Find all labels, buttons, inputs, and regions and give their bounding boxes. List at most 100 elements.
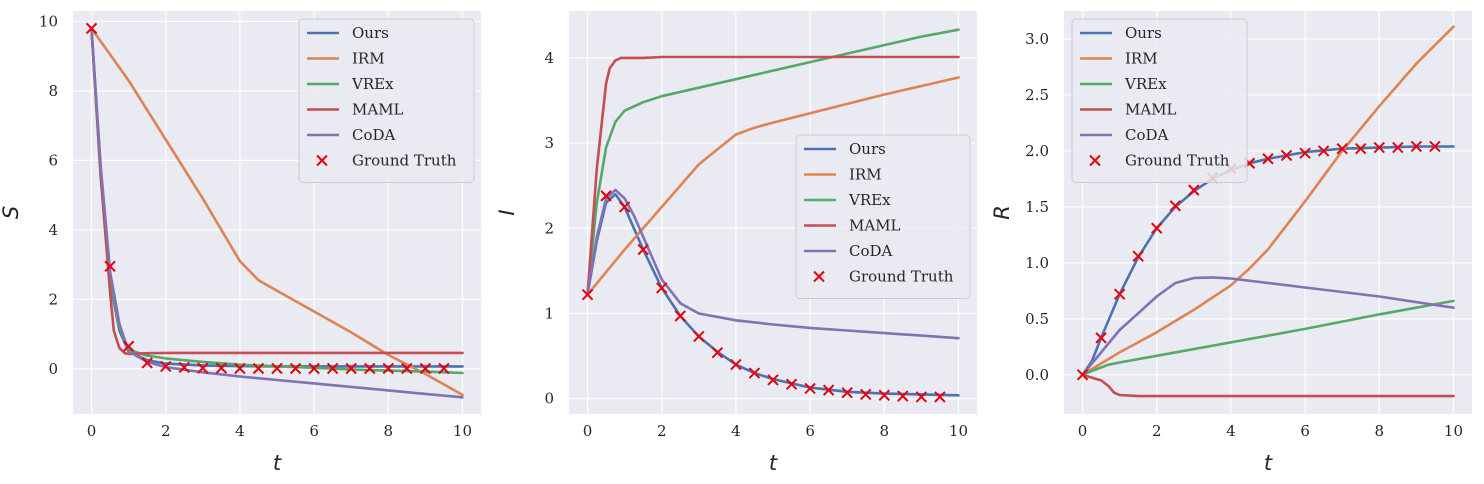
ground-truth-marker: [693, 330, 705, 343]
ground-truth-marker: [215, 362, 228, 374]
y-axis-label: S: [0, 206, 23, 219]
ground-truth-marker: [1151, 222, 1163, 234]
ground-truth-marker: [197, 362, 209, 374]
x-axis: 0 2 4 6 8 10 t: [1078, 11, 1463, 475]
legend: Ours IRM VREx MAML CoDA Ground Truth: [298, 18, 475, 183]
ground-truth-marker: [711, 346, 724, 359]
ground-truth-marker: [252, 362, 265, 375]
x-tick-label: 2: [1152, 422, 1162, 440]
ground-truth-marker: [748, 367, 761, 379]
legend-label-ground-truth: Ground Truth: [352, 152, 457, 170]
legend: Ours IRM VREx MAML CoDA Ground Truth: [795, 134, 971, 299]
y-tick-label: 10: [39, 12, 58, 30]
series-line-coda: [90, 27, 464, 399]
ground-truth-marker: [767, 374, 779, 386]
legend-label-ours: Ours: [352, 24, 389, 42]
y-tick-label: 6: [48, 151, 58, 169]
ground-truth-marker: [1336, 142, 1348, 155]
y-axis-label: R: [990, 205, 1014, 220]
legend-label-ground-truth: Ground Truth: [849, 268, 954, 286]
ground-truth-marker: [345, 362, 357, 375]
ground-truth-marker: [1410, 140, 1423, 153]
ground-truth-marker: [438, 362, 450, 375]
y-tick-label: 4: [544, 49, 554, 67]
y-tick-label: 0: [48, 360, 58, 378]
ground-truth-marker: [841, 386, 853, 399]
legend-label-maml: MAML: [849, 217, 901, 235]
y-tick-label: 0.5: [1025, 310, 1049, 328]
ground-truth-marker: [915, 391, 928, 403]
ground-truth-marker: [1373, 141, 1385, 154]
ground-truth-marker: [234, 362, 246, 375]
legend-marker-ground-truth: [813, 270, 825, 283]
series-line-maml: [586, 55, 960, 297]
legend-label-irm: IRM: [352, 50, 385, 68]
legend-label-vrex: VREx: [848, 191, 891, 209]
y-tick-label: 0: [544, 390, 554, 408]
series-ground-truth: [85, 22, 450, 375]
ground-truth-marker: [1132, 250, 1144, 262]
ground-truth-marker: [581, 289, 594, 301]
ground-truth-marker: [308, 362, 320, 375]
ground-truth-marker: [85, 22, 98, 35]
ground-truth-marker: [674, 310, 686, 322]
y-tick-label: 2: [48, 290, 58, 308]
series-group: [581, 28, 960, 403]
series-line-irm: [586, 76, 960, 297]
x-tick-label: 6: [805, 422, 815, 440]
y-tick-label: 2: [544, 219, 554, 237]
x-axis-label: t: [1264, 451, 1273, 475]
ground-truth-marker: [326, 362, 339, 375]
legend-label-maml: MAML: [1125, 101, 1177, 119]
series-line-coda: [1081, 276, 1455, 377]
legend-box: [795, 134, 971, 299]
x-tick-label: 8: [383, 422, 393, 440]
ground-truth-marker: [730, 358, 742, 371]
x-tick-label: 6: [309, 422, 319, 440]
legend-marker-ground-truth: [1089, 154, 1101, 167]
ground-truth-marker: [271, 362, 283, 375]
ground-truth-marker: [178, 361, 190, 374]
legend-label-ours: Ours: [1125, 24, 1162, 42]
series-line-vrex: [586, 28, 960, 297]
x-tick-label: 8: [879, 422, 889, 440]
legend-box: [298, 18, 475, 183]
legend-label-irm: IRM: [1125, 50, 1158, 68]
series-group: [85, 22, 464, 399]
ground-truth-marker: [1169, 200, 1181, 212]
ground-truth-marker: [122, 340, 135, 352]
y-axis-label: I: [495, 209, 519, 215]
y-tick-label: 4: [48, 221, 58, 239]
legend-label-coda: CoDA: [352, 126, 396, 144]
ground-truth-marker: [804, 382, 816, 395]
ground-truth-marker: [1429, 140, 1441, 153]
ground-truth-marker: [600, 190, 612, 202]
legend-label-ground-truth: Ground Truth: [1125, 152, 1230, 170]
x-tick-label: 4: [1226, 422, 1236, 440]
y-tick-label: 0.0: [1025, 366, 1049, 384]
legend-box: [1071, 18, 1248, 183]
y-tick-label: 2.5: [1025, 86, 1049, 104]
ground-truth-marker: [637, 243, 649, 256]
x-tick-label: 10: [949, 422, 968, 440]
series-line-vrex: [1081, 299, 1455, 377]
series-line-irm: [1081, 25, 1455, 377]
ground-truth-marker: [618, 201, 631, 213]
series-group: [1076, 25, 1455, 398]
legend-label-vrex: VREx: [351, 75, 394, 93]
y-tick-label: 1: [544, 304, 554, 322]
ground-truth-marker: [656, 282, 668, 294]
ground-truth-marker: [160, 360, 172, 373]
ground-truth-marker: [1317, 145, 1330, 157]
ground-truth-marker: [1076, 369, 1089, 381]
x-tick-label: 10: [1444, 422, 1463, 440]
ground-truth-marker: [401, 362, 413, 375]
ground-truth-marker: [1188, 184, 1200, 196]
ground-truth-marker: [785, 378, 798, 390]
ground-truth-marker: [1280, 149, 1293, 162]
legend-marker-ground-truth: [316, 154, 328, 167]
x-tick-label: 6: [1300, 422, 1310, 440]
ground-truth-marker: [289, 362, 302, 375]
legend-label-coda: CoDA: [1125, 126, 1169, 144]
